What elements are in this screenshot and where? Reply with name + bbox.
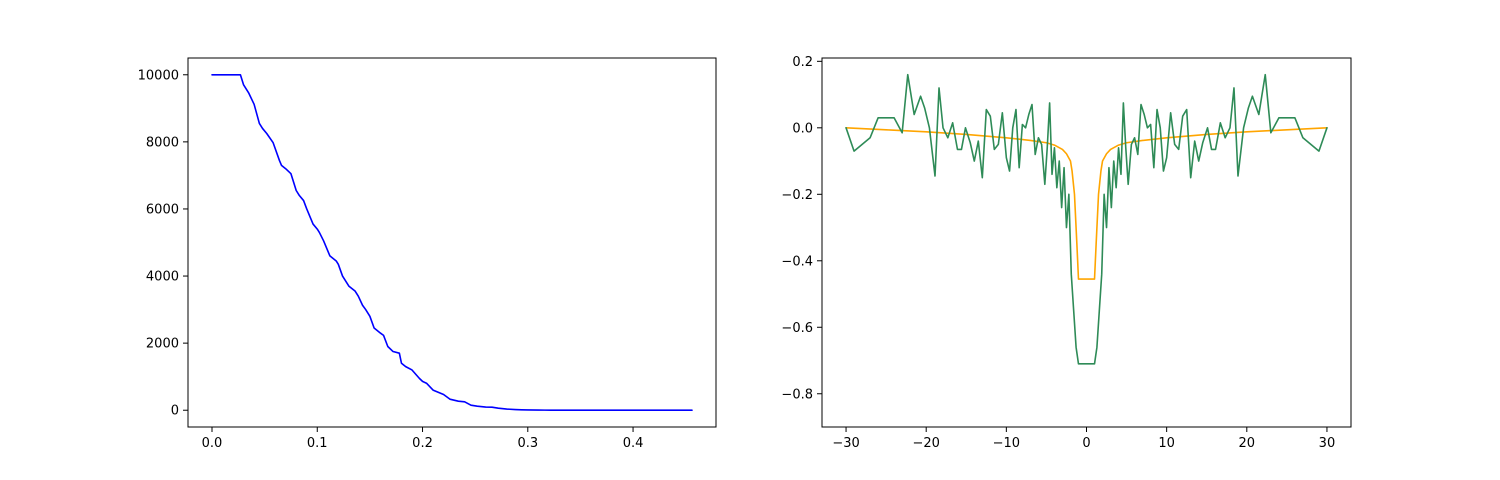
left-y-tick-label: 4000 (146, 270, 179, 285)
right-y-tick-label: −0.4 (781, 254, 813, 269)
left-x-tick-label: 0.0 (202, 436, 223, 451)
left-axes-frame (187, 57, 717, 428)
right-y-tick-label: 0.0 (792, 121, 813, 136)
left-y-tick-label: 0 (171, 404, 179, 419)
left-x-tick-label: 0.4 (623, 436, 644, 451)
left-x-tick-label: 0.2 (412, 436, 433, 451)
right-x-tick-label: 10 (1158, 436, 1175, 451)
left-x-tick-label: 0.3 (517, 436, 538, 451)
right-series-line-1 (845, 73, 1328, 365)
left-x-ticks: 0.0 0.1 0.2 0.3 0.4 (202, 427, 644, 451)
right-axes: −30 −20 −10 0 10 20 30 −0.8 −0.6 −0.4 −0.2 0.0 0.2 (781, 55, 1352, 451)
right-y-tick-label: −0.6 (781, 321, 813, 336)
left-y-tick-label: 6000 (146, 202, 179, 217)
right-x-ticks: −30 −20 −10 0 10 20 30 (832, 427, 1335, 451)
right-y-ticks: −0.8 −0.6 −0.4 −0.2 0.0 0.2 (781, 55, 822, 402)
right-y-tick-label: −0.8 (781, 387, 813, 402)
right-x-tick-label: 20 (1239, 436, 1256, 451)
right-x-tick-label: −30 (832, 436, 859, 451)
right-x-tick-label: −10 (993, 436, 1020, 451)
left-y-ticks: 0 2000 4000 6000 8000 10000 (138, 68, 188, 419)
left-x-tick-label: 0.1 (307, 436, 328, 451)
right-y-tick-label: −0.2 (781, 188, 813, 203)
left-y-tick-label: 8000 (146, 135, 179, 150)
left-series-layer (211, 73, 693, 412)
right-x-tick-label: 30 (1319, 436, 1336, 451)
right-x-tick-label: −20 (912, 436, 939, 451)
right-series-line-0 (845, 127, 1328, 280)
right-series-layer (845, 73, 1328, 365)
left-y-tick-label: 10000 (138, 68, 179, 83)
left-y-tick-label: 2000 (146, 337, 179, 352)
left-axes: 0.0 0.1 0.2 0.3 0.4 0 2000 4000 6000 8000 10000 (138, 57, 717, 451)
right-y-tick-label: 0.2 (792, 55, 813, 70)
left-series-line-0 (211, 73, 693, 412)
right-x-tick-label: 0 (1082, 436, 1090, 451)
